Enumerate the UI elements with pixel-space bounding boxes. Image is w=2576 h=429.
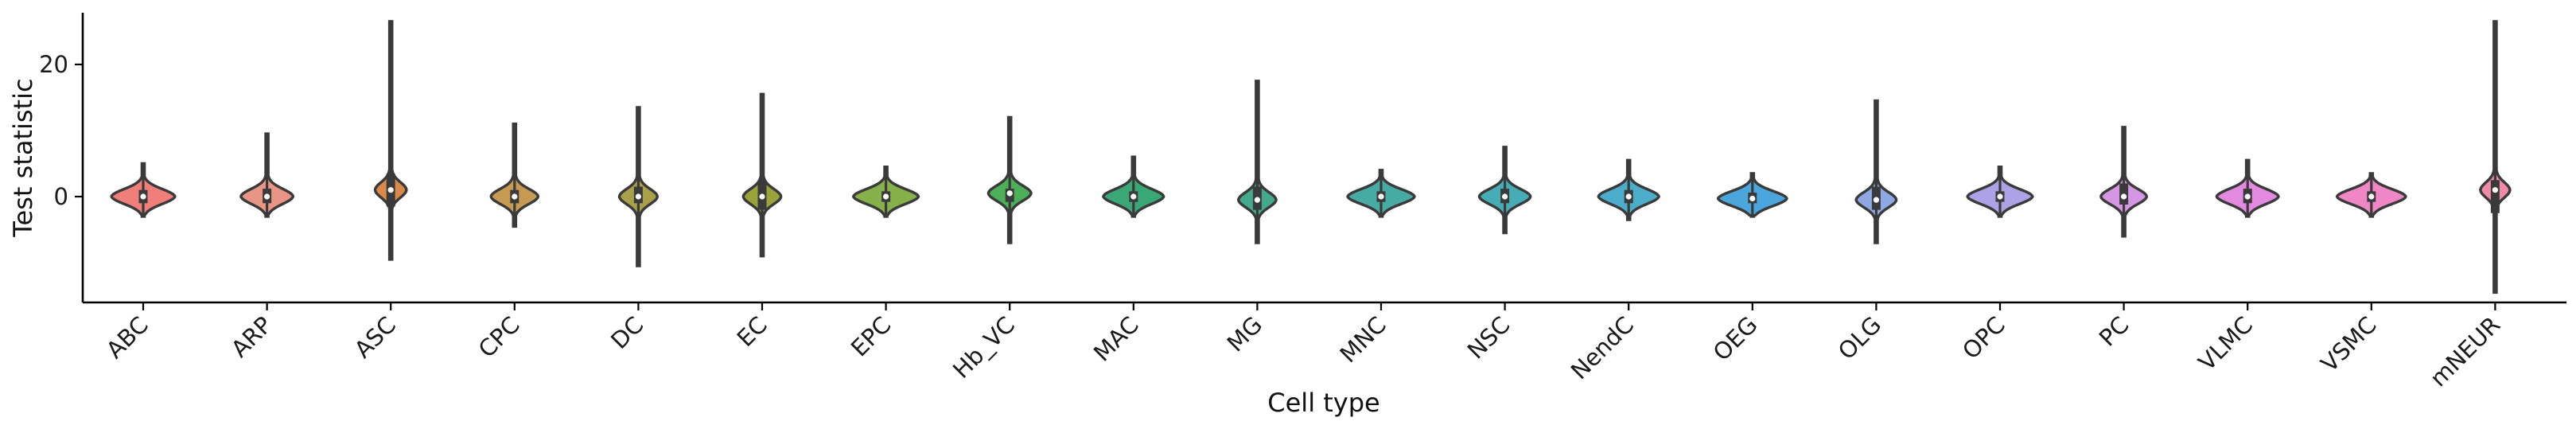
x-axis-ticks: ABC ARP ASC CPC DC EC EPC Hb_VC MAC MG MNC NSC NendC…: [101, 302, 2506, 392]
violin-median-dot: [1502, 193, 1508, 200]
violin-ASC: [373, 20, 408, 261]
x-tick-label: OLG: [1833, 311, 1887, 365]
x-tick-label: ASC: [349, 311, 401, 363]
x-tick-label: MG: [1222, 311, 1268, 357]
violins-group: [110, 20, 2512, 294]
x-tick-label: EC: [732, 311, 772, 352]
violin-OLG: [1854, 99, 1898, 244]
violin-MNC: [1346, 169, 1416, 218]
violin-MAC: [1102, 155, 1165, 218]
violin-median-dot: [264, 193, 270, 200]
x-tick-label: VLMC: [2193, 311, 2259, 376]
x-tick-label: PC: [2094, 311, 2134, 352]
violin-median-dot: [2368, 193, 2375, 200]
violin-Hb_VC: [986, 115, 1033, 244]
violin-median-dot: [2244, 193, 2251, 200]
y-tick-label: 20: [39, 51, 68, 78]
y-axis-title: Test statistic: [8, 78, 38, 237]
violin-VLMC: [2215, 158, 2280, 218]
x-tick-label: EPC: [846, 311, 897, 362]
violin-OPC: [1966, 166, 2034, 218]
x-tick-label: ARP: [226, 311, 278, 363]
x-tick-label: DC: [605, 311, 648, 354]
violin-DC: [617, 106, 660, 267]
violin-median-dot: [759, 193, 765, 200]
x-tick-label: MAC: [1088, 311, 1144, 367]
y-axis-ticks: 0 20: [39, 51, 83, 210]
x-tick-label: Hb_VC: [948, 311, 1020, 384]
violin-NendC: [1597, 158, 1660, 221]
violin-median-dot: [140, 193, 146, 200]
violin-median-dot: [1254, 197, 1260, 203]
x-tick-label: MNC: [1335, 311, 1391, 368]
violin-VSMC: [2335, 172, 2407, 218]
x-tick-label: VSMC: [2316, 311, 2382, 377]
violin-mNEUR: [2479, 20, 2512, 294]
x-tick-label: CPC: [473, 311, 525, 363]
violin-PC: [2099, 126, 2149, 238]
violin-median-dot: [1006, 190, 1013, 197]
x-tick-label: ABC: [101, 311, 154, 364]
violin-median-dot: [2121, 193, 2127, 200]
violin-median-dot: [512, 193, 518, 200]
violin-median-dot: [2492, 187, 2498, 193]
x-tick-label: OEG: [1708, 311, 1763, 366]
violin-CPC: [489, 123, 540, 228]
violin-median-dot: [883, 193, 889, 200]
violin-median-dot: [635, 193, 642, 200]
x-tick-label: mNEUR: [2425, 311, 2506, 392]
x-tick-label: OPC: [1957, 311, 2010, 365]
violin-EPC: [851, 166, 920, 218]
violin-NSC: [1477, 146, 1532, 235]
violin-ARP: [239, 132, 295, 218]
violin-OEG: [1716, 172, 1788, 218]
violin-MG: [1236, 80, 1278, 244]
violin-median-dot: [387, 187, 394, 193]
violin-median-dot: [1997, 193, 2003, 200]
violin-median-dot: [1130, 193, 1137, 200]
x-tick-label: NendC: [1566, 311, 1639, 384]
violin-median-dot: [1873, 197, 1879, 203]
violin-median-dot: [1378, 193, 1384, 200]
x-axis-title: Cell type: [1267, 388, 1379, 418]
x-tick-label: NSC: [1462, 311, 1516, 365]
violin-median-dot: [1625, 193, 1632, 200]
y-tick-label: 0: [54, 183, 68, 210]
violin-ABC: [110, 162, 177, 218]
violin-EC: [741, 92, 783, 258]
violin-median-dot: [1749, 195, 1756, 202]
